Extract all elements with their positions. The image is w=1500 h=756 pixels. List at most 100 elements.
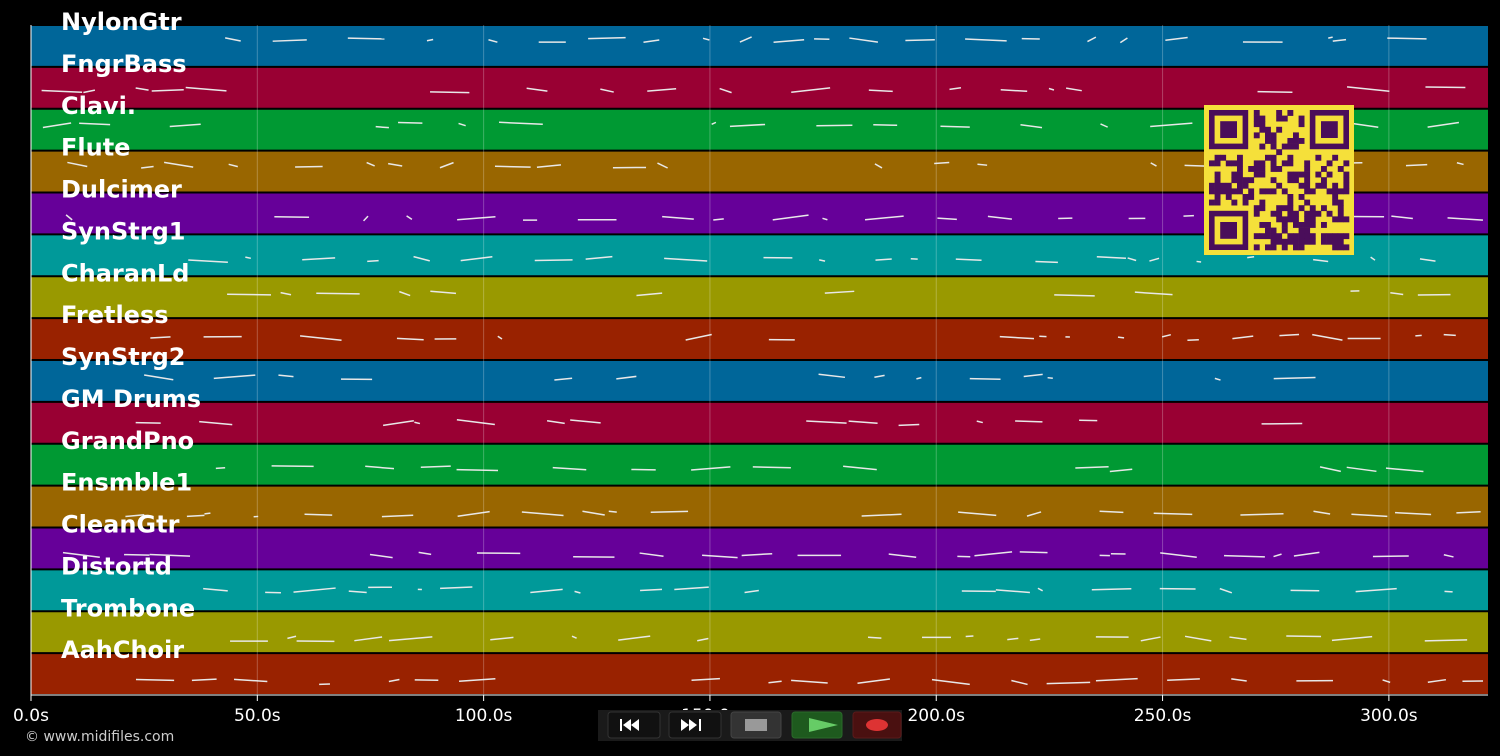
qr-cell xyxy=(1270,177,1277,184)
note xyxy=(1351,513,1388,518)
note xyxy=(418,551,432,556)
qr-cell xyxy=(1293,216,1299,223)
note xyxy=(937,217,957,221)
qr-cell xyxy=(1214,194,1221,200)
note xyxy=(905,39,935,42)
track-name: SynStrg1 xyxy=(61,217,186,245)
note xyxy=(616,375,637,380)
note xyxy=(228,163,238,168)
note xyxy=(552,466,587,471)
qr-cell xyxy=(1281,205,1288,212)
qr-cell xyxy=(1326,233,1333,240)
qr-cell xyxy=(1298,227,1305,234)
qr-cell xyxy=(1326,160,1333,167)
note xyxy=(398,121,423,124)
note xyxy=(375,125,389,129)
time-tick-label: 250.0s xyxy=(1134,706,1192,726)
qr-cell xyxy=(1225,194,1232,200)
note xyxy=(618,635,651,641)
note xyxy=(1273,376,1316,380)
note xyxy=(1117,336,1125,339)
note xyxy=(955,258,982,261)
note xyxy=(1099,510,1124,514)
track-name: Ensmble1 xyxy=(61,469,192,497)
track-name: NylonGtr xyxy=(61,8,182,36)
time-tick-label: 100.0s xyxy=(455,706,513,726)
note xyxy=(582,510,605,516)
qr-cell xyxy=(1220,154,1227,161)
note xyxy=(413,255,430,262)
qr-cell xyxy=(1332,238,1339,245)
note xyxy=(1456,511,1481,514)
qr-cell xyxy=(1276,233,1283,240)
qr-cell xyxy=(1253,244,1260,251)
qr-cell xyxy=(1253,132,1260,139)
qr-cell xyxy=(1287,205,1294,212)
note xyxy=(1223,554,1265,558)
note xyxy=(999,335,1035,340)
note xyxy=(861,513,902,517)
note xyxy=(857,678,891,685)
note xyxy=(824,290,855,294)
note xyxy=(526,87,548,92)
note xyxy=(304,513,333,516)
note xyxy=(888,553,917,558)
note xyxy=(1047,376,1053,380)
qr-finder xyxy=(1220,121,1237,138)
track-name: CharanLd xyxy=(61,259,189,287)
note xyxy=(458,122,466,127)
note xyxy=(272,39,307,42)
note xyxy=(1331,635,1373,642)
note xyxy=(1100,123,1108,128)
qr-cell xyxy=(1259,126,1266,133)
track-row xyxy=(31,570,1488,611)
note xyxy=(382,420,414,427)
record-button[interactable] xyxy=(852,711,902,739)
track-row xyxy=(31,361,1488,401)
transport-bar xyxy=(598,710,902,741)
qr-cell xyxy=(1337,233,1344,240)
note xyxy=(643,39,660,44)
qr-cell xyxy=(1281,216,1288,223)
qr-cell xyxy=(1293,210,1299,217)
note xyxy=(546,420,565,425)
note xyxy=(697,637,709,642)
note xyxy=(1019,551,1048,554)
note xyxy=(1372,555,1409,558)
note xyxy=(898,423,920,427)
track-row xyxy=(31,67,1488,108)
note xyxy=(1385,467,1424,473)
qr-cell xyxy=(1265,126,1271,133)
play-button[interactable] xyxy=(791,711,843,739)
qr-cell xyxy=(1332,182,1339,189)
qr-cell xyxy=(1265,188,1271,195)
note xyxy=(1167,678,1200,682)
qr-cell xyxy=(1293,132,1299,139)
note xyxy=(791,87,831,93)
note xyxy=(1091,588,1132,591)
qr-cell xyxy=(1298,244,1305,251)
note xyxy=(41,89,83,94)
qr-cell xyxy=(1293,222,1299,228)
qr-cell xyxy=(1337,205,1344,212)
note xyxy=(969,377,1001,380)
note xyxy=(1150,122,1193,128)
note xyxy=(1447,217,1483,221)
qr-cell xyxy=(1270,210,1277,217)
qr-cell xyxy=(1259,233,1266,240)
note xyxy=(1007,637,1019,641)
qr-cell xyxy=(1270,166,1277,172)
qr-cell xyxy=(1309,222,1316,228)
note xyxy=(150,336,171,339)
note xyxy=(875,258,892,261)
qr-cell xyxy=(1309,216,1316,223)
qr-cell xyxy=(1237,188,1243,195)
forward-button[interactable] xyxy=(668,711,722,739)
qr-cell xyxy=(1270,132,1277,139)
note xyxy=(456,419,495,426)
rewind-button[interactable] xyxy=(607,711,661,739)
note xyxy=(1020,124,1043,129)
qr-cell xyxy=(1242,199,1249,206)
qr-cell xyxy=(1287,233,1294,240)
stop-button[interactable] xyxy=(730,711,782,739)
